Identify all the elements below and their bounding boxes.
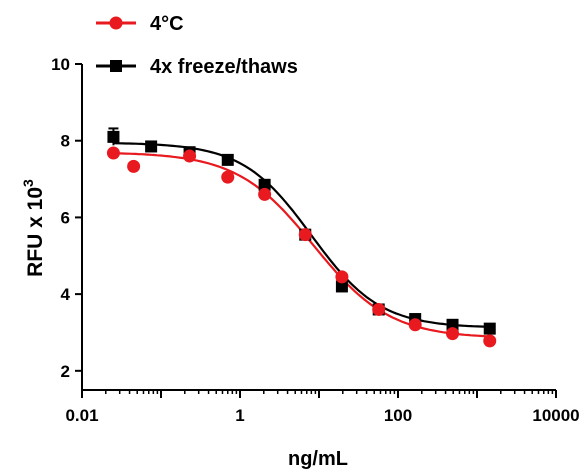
data-point-circle [446, 327, 460, 341]
y-axis-label-superscript: 3 [20, 179, 36, 187]
data-markers [106, 127, 497, 348]
data-point-circle [335, 270, 349, 284]
data-point-circle [483, 334, 497, 348]
data-point-square [221, 153, 234, 166]
data-point-square [483, 322, 496, 335]
legend-label-series-1: 4°C [150, 13, 184, 35]
fit-curve-series-1 [113, 152, 490, 338]
data-point-circle [221, 170, 235, 184]
data-point-circle [183, 149, 197, 163]
y-axis-label-text: RFU x 10 [24, 187, 47, 277]
data-point-circle [106, 146, 120, 160]
axes: 2 4 6 8 10 0.01 1 100 10000 [51, 55, 580, 425]
x-tick-label: 10000 [532, 406, 579, 425]
data-point-square [107, 130, 120, 143]
y-tick-label: 8 [61, 132, 70, 151]
y-axis-label: RFU x 103 [20, 179, 47, 277]
data-point-circle [408, 318, 422, 332]
y-tick-label: 10 [51, 55, 70, 74]
x-axis-label: ng/mL [288, 448, 348, 470]
x-tick-label: 1 [235, 406, 244, 425]
data-point-square [145, 140, 158, 153]
fit-curve-series-2 [113, 142, 490, 328]
data-point-circle [298, 228, 312, 242]
data-point-circle [127, 159, 141, 173]
x-tick-label: 0.01 [65, 406, 98, 425]
y-tick-label: 2 [61, 362, 70, 381]
data-point-square [335, 280, 348, 293]
legend-marker-square [110, 60, 122, 72]
legend: 4°C 4x freeze/thaws [96, 13, 298, 78]
legend-marker-circle [109, 16, 123, 30]
y-tick-label: 6 [61, 208, 70, 227]
y-tick-label: 4 [61, 285, 71, 304]
legend-label-series-2: 4x freeze/thaws [150, 56, 298, 78]
data-point-circle [372, 302, 386, 316]
data-point-square [258, 178, 271, 191]
data-point-square [446, 318, 459, 331]
data-point-circle [258, 187, 272, 201]
x-tick-label: 100 [384, 406, 412, 425]
